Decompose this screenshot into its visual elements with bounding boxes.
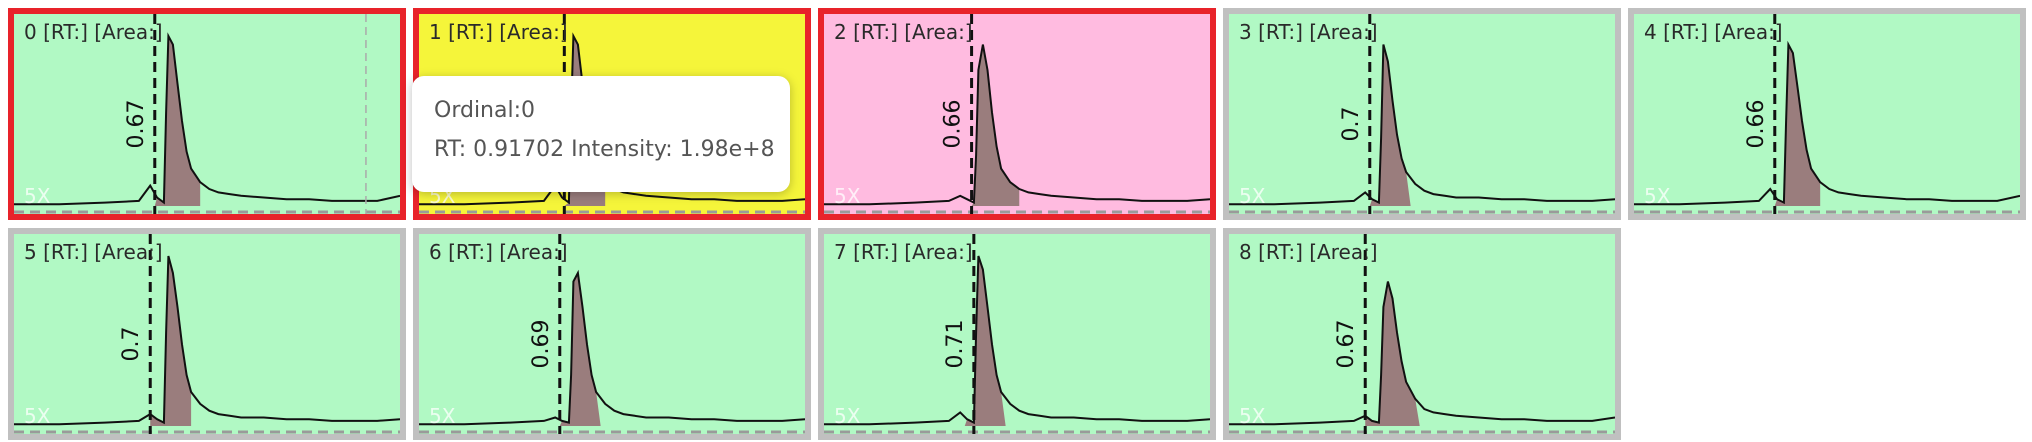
- zoom-label: 5X: [24, 184, 51, 208]
- zoom-label: 5X: [1239, 184, 1266, 208]
- peak-area: [154, 36, 201, 206]
- chromatogram-plot: 0.71: [824, 234, 1210, 434]
- panel-title: 2 [RT:] [Area:]: [834, 20, 973, 44]
- intensity-trace: [419, 269, 805, 426]
- rt-label: 0.7: [1339, 107, 1364, 142]
- intensity-trace: [824, 44, 1210, 206]
- chromatogram-panel-3[interactable]: 0.7 3 [RT:] [Area:] 5X: [1223, 8, 1621, 220]
- chromatogram-panel-8[interactable]: 0.67 8 [RT:] [Area:] 5X: [1223, 228, 1621, 440]
- chromatogram-plot: 0.7: [1229, 14, 1615, 214]
- intensity-trace: [1229, 44, 1615, 206]
- chromatogram-panel-2[interactable]: 0.66 2 [RT:] [Area:] 5X: [818, 8, 1216, 220]
- rt-label: 0.69: [529, 320, 554, 369]
- zoom-label: 5X: [1239, 404, 1266, 428]
- rt-label: 0.66: [941, 100, 966, 149]
- peak-area: [559, 273, 601, 426]
- peak-area: [150, 256, 192, 426]
- hover-tooltip: Ordinal:0 RT: 0.91702 Intensity: 1.98e+8: [412, 76, 790, 192]
- rt-label: 0.7: [119, 327, 144, 362]
- chromatogram-plot: 0.66: [824, 14, 1210, 214]
- panel-title: 4 [RT:] [Area:]: [1644, 20, 1783, 44]
- intensity-trace: [1634, 40, 2020, 206]
- zoom-label: 5X: [834, 184, 861, 208]
- chromatogram-panel-7[interactable]: 0.71 7 [RT:] [Area:] 5X: [818, 228, 1216, 440]
- chromatogram-panel-0[interactable]: 0.67 0 [RT:] [Area:] 5X: [8, 8, 406, 220]
- intensity-trace: [824, 255, 1210, 426]
- tooltip-detail: RT: 0.91702 Intensity: 1.98e+8: [434, 137, 775, 162]
- zoom-label: 5X: [429, 404, 456, 428]
- tooltip-ordinal: Ordinal:0: [434, 98, 535, 123]
- peak-area: [1774, 44, 1821, 206]
- panel-title: 6 [RT:] [Area:]: [429, 240, 568, 264]
- chromatogram-panel-5[interactable]: 0.7 5 [RT:] [Area:] 5X: [8, 228, 406, 440]
- intensity-trace: [14, 32, 400, 206]
- peak-area: [1369, 44, 1411, 206]
- panel-title: 3 [RT:] [Area:]: [1239, 20, 1378, 44]
- rt-label: 0.67: [1334, 320, 1359, 369]
- panel-title: 8 [RT:] [Area:]: [1239, 240, 1378, 264]
- chromatogram-plot: 0.67: [1229, 234, 1615, 434]
- zoom-label: 5X: [24, 404, 51, 428]
- chromatogram-panel-4[interactable]: 0.66 4 [RT:] [Area:] 5X: [1628, 8, 2026, 220]
- rt-label: 0.71: [943, 320, 968, 369]
- rt-label: 0.66: [1744, 100, 1769, 149]
- peak-area: [1365, 281, 1420, 426]
- intensity-trace: [14, 255, 400, 426]
- peak-area: [971, 44, 1020, 206]
- chromatogram-panel-6[interactable]: 0.69 6 [RT:] [Area:] 5X: [413, 228, 811, 440]
- panel-title: 5 [RT:] [Area:]: [24, 240, 163, 264]
- chromatogram-plot: 0.7: [14, 234, 400, 434]
- zoom-label: 5X: [1644, 184, 1671, 208]
- zoom-label: 5X: [834, 404, 861, 428]
- panel-title: 7 [RT:] [Area:]: [834, 240, 973, 264]
- panel-title: 1 [RT:] [Area:]: [429, 20, 568, 44]
- chromatogram-plot: 0.69: [419, 234, 805, 434]
- chromatogram-plot: 0.67: [14, 14, 400, 214]
- rt-label: 0.67: [124, 100, 149, 149]
- intensity-trace: [1229, 281, 1615, 426]
- panel-title: 0 [RT:] [Area:]: [24, 20, 163, 44]
- chromatogram-plot: 0.66: [1634, 14, 2020, 214]
